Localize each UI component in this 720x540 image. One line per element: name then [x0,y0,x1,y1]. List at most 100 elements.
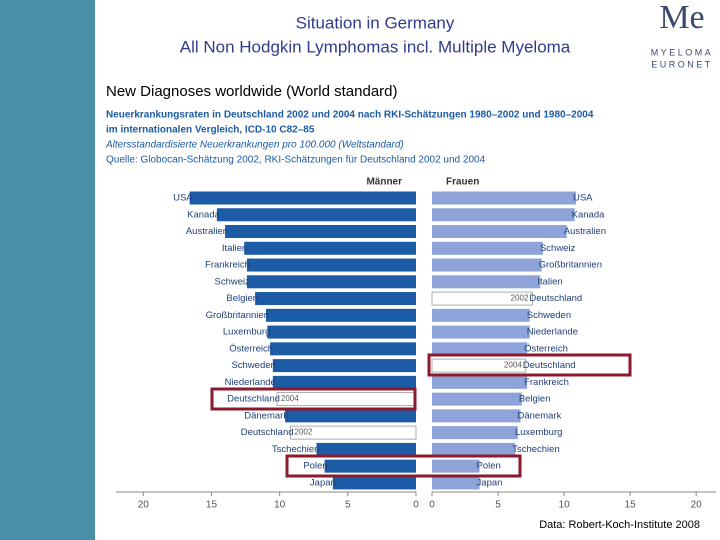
category-label: Deutschland [227,394,280,405]
category-label: Belgien [519,394,551,405]
subtitle: New Diagnoses worldwide (World standard) [106,83,398,100]
category-label: Tschechien [272,444,320,455]
bar [332,476,416,490]
highlight-box [285,454,522,478]
category-label: Belgien [226,293,258,304]
x-tick-label: 10 [559,500,571,511]
category-label: Australien [186,226,228,237]
x-tick-label: 15 [625,500,637,511]
category-label: Großbritannien [539,260,602,271]
logo-mark: Me [659,0,704,36]
highlight-box [210,387,417,411]
category-label: Dänemark [244,410,288,421]
bar [432,191,576,205]
category-label: USA [173,193,193,204]
panel-title: Männer [366,177,402,188]
bar-annotation: 2004 [281,394,299,403]
bar [432,225,567,239]
bar [432,325,530,339]
x-tick-label: 15 [206,500,218,511]
chart: Männer 20 15 10 5 0 USA Kanada Australien Italien… [116,177,716,511]
bar [225,225,416,239]
category-label: Schweden [231,360,275,371]
bar [431,358,527,373]
bar-annotation: 2002 [511,294,529,303]
bar [285,409,416,423]
bar [272,359,416,373]
bar [290,425,417,440]
chart-header: Altersstandardisierte Neuerkrankungen pr… [105,140,404,151]
category-label: Schweiz [215,276,251,287]
bar [432,241,543,255]
category-label: Österreich [229,343,273,354]
bar [432,409,521,423]
category-label: Niederlande [527,327,578,338]
title: Situation in Germany [296,13,455,32]
logo-name: EURONET [651,59,713,69]
chart-header: im internationalen Vergleich, ICD-10 C82… [106,125,315,136]
bar [432,375,528,389]
category-label: Schweiz [540,243,576,254]
category-label: Polen [303,461,327,472]
bar [267,325,416,339]
category-label: Dänemark [518,410,562,421]
bar [432,208,575,222]
bar-annotation: 2004 [504,361,522,370]
category-label: Deutschland [529,293,582,304]
x-tick-label: 0 [413,500,419,511]
x-tick-label: 20 [691,500,703,511]
bar [432,392,522,406]
x-tick-label: 5 [495,500,501,511]
title: All Non Hodgkin Lymphomas incl. Multiple… [180,37,571,56]
chart-header: Neuerkrankungsraten in Deutschland 2002 … [106,110,594,121]
category-label: Deutschland [241,427,294,438]
bar [189,191,416,205]
highlight-box [427,353,632,377]
category-label: Kanada [572,209,605,220]
category-label: Kanada [187,209,220,220]
bar [431,291,533,306]
category-label: Luxemburg [515,427,563,438]
sidebar [0,0,95,540]
x-tick-label: 10 [274,500,286,511]
panel-title: Frauen [446,177,479,188]
x-tick-label: 20 [138,500,150,511]
category-label: Australien [564,226,606,237]
category-label: Großbritannien [206,310,269,321]
source: Data: Robert-Koch-Institute 2008 [539,519,700,531]
bar [244,241,416,255]
bar [432,459,480,473]
category-label: Polen [477,461,501,472]
x-tick-label: 5 [345,500,351,511]
category-label: Frankreich [524,377,569,388]
bar [432,426,518,440]
bar [246,275,416,289]
x-tick-label: 0 [429,500,435,511]
bar [324,459,416,473]
category-label: Japan [477,477,503,488]
bar [255,292,416,306]
bar [432,442,516,456]
category-label: Tschechien [512,444,560,455]
category-label: Italien [222,243,247,254]
bar [246,258,416,272]
logo-name: MYELOMA [651,47,714,57]
bar [216,208,416,222]
chart-header: Quelle: Globocan-Schätzung 2002, RKI-Sch… [106,155,486,166]
category-label: Japan [310,477,336,488]
bar [316,442,416,456]
category-label: Luxemburg [223,327,271,338]
bar [272,375,416,389]
bar [270,342,416,356]
category-label: Schweden [527,310,571,321]
bar [432,342,528,356]
bar [432,476,480,490]
bar [266,308,416,322]
category-label: USA [573,193,593,204]
category-label: Österreich [524,343,568,354]
category-label: Frankreich [205,260,250,271]
category-label: Deutschland [523,360,576,371]
bar [432,308,530,322]
